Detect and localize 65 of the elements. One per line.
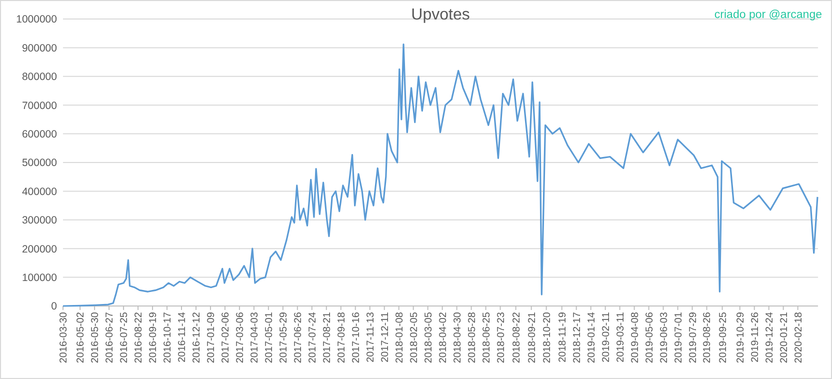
x-tick-label: 2017-04-03 [249, 312, 260, 364]
line-series [62, 43, 818, 307]
x-tick-label: 2018-04-02 [438, 312, 449, 364]
x-tick-label: 2019-11-26 [750, 312, 761, 362]
x-tick-label: 2019-08-26 [702, 312, 714, 364]
x-tick-label: 2017-11-13 [365, 312, 376, 362]
x-tick-label: 2020-01-21 [778, 312, 790, 364]
x-tick-label: 2019-01-14 [586, 312, 598, 364]
x-tick-label: 2017-01-09 [206, 312, 217, 364]
x-tick-label: 2019-05-06 [644, 312, 656, 364]
x-tick-label: 2018-03-05 [423, 312, 434, 364]
x-tick-label: 2016-09-19 [148, 312, 160, 364]
x-tick-label: 2017-02-06 [220, 312, 232, 364]
x-tick-label: 2016-05-30 [90, 312, 102, 364]
x-tick-label: 2019-02-11 [600, 312, 612, 362]
x-tick-label: 2017-05-29 [278, 312, 290, 364]
x-tick-label: 2016-06-27 [104, 312, 116, 364]
y-tick-label: 1000000 [16, 14, 58, 26]
x-tick-label: 2018-01-08 [394, 312, 406, 364]
y-tick-label: 500000 [22, 157, 58, 170]
x-tick-label: 2017-07-24 [307, 312, 318, 364]
x-tick-label: 2018-11-19 [557, 312, 568, 362]
x-tick-label: 2018-05-28 [466, 312, 478, 364]
x-tick-label: 2016-07-25 [119, 312, 130, 364]
x-tick-label: 2020-02-18 [793, 312, 804, 364]
y-tick-label: 0 [51, 300, 58, 313]
y-tick-label: 600000 [22, 128, 58, 140]
y-tick-label: 100000 [22, 272, 58, 284]
x-tick-label: 2017-12-11 [380, 312, 391, 362]
x-tick-label: 2017-10-16 [350, 312, 362, 364]
x-tick-label: 2017-05-01 [264, 312, 275, 364]
x-tick-label: 2018-07-23 [496, 312, 507, 364]
x-tick-label: 2018-02-05 [408, 312, 420, 364]
x-tick-label: 2016-10-17 [162, 312, 174, 364]
x-tick-label: 2019-12-24 [764, 312, 776, 364]
y-tick-label: 900000 [22, 42, 58, 54]
x-tick-label: 2016-03-30 [58, 312, 70, 364]
x-tick-label: 2018-09-21 [526, 312, 538, 364]
x-tick-label: 2019-10-29 [735, 312, 746, 364]
x-tick-label: 2017-03-06 [234, 312, 246, 364]
y-tick-label: 200000 [22, 243, 58, 256]
x-tick-label: 2018-06-25 [481, 312, 492, 364]
x-tick-label: 2019-07-29 [688, 312, 699, 364]
x-tick-label: 2018-10-20 [542, 312, 553, 364]
x-tick-label: 2018-08-22 [511, 312, 522, 364]
y-tick-label: 300000 [22, 214, 58, 227]
x-tick-label: 2017-06-26 [292, 312, 304, 364]
x-tick-label: 2016-08-22 [134, 312, 145, 364]
x-tick-label: 2019-09-25 [718, 312, 729, 364]
x-tick-label: 2019-07-01 [673, 312, 684, 364]
x-tick-label: 2016-11-14 [177, 312, 188, 362]
x-tick-label: 2016-05-02 [76, 312, 87, 364]
x-tick-label: 2018-12-17 [572, 312, 583, 364]
x-tick-label: 2019-04-08 [630, 312, 641, 364]
x-tick-label: 2019-03-11 [615, 312, 626, 362]
chart-title: Upvotes [411, 6, 470, 24]
annotation: criado por @arcange [714, 9, 822, 22]
x-tick-label: 2016-12-12 [191, 312, 202, 364]
x-tick-label: 2019-06-03 [658, 312, 670, 364]
x-tick-label: 2017-08-21 [322, 312, 333, 364]
x-tick-label: 2017-09-18 [336, 312, 348, 364]
y-tick-label: 700000 [22, 100, 58, 112]
y-tick-label: 400000 [22, 186, 58, 198]
x-tick-label: 2018-04-30 [452, 312, 464, 364]
y-tick-label: 800000 [22, 71, 58, 84]
